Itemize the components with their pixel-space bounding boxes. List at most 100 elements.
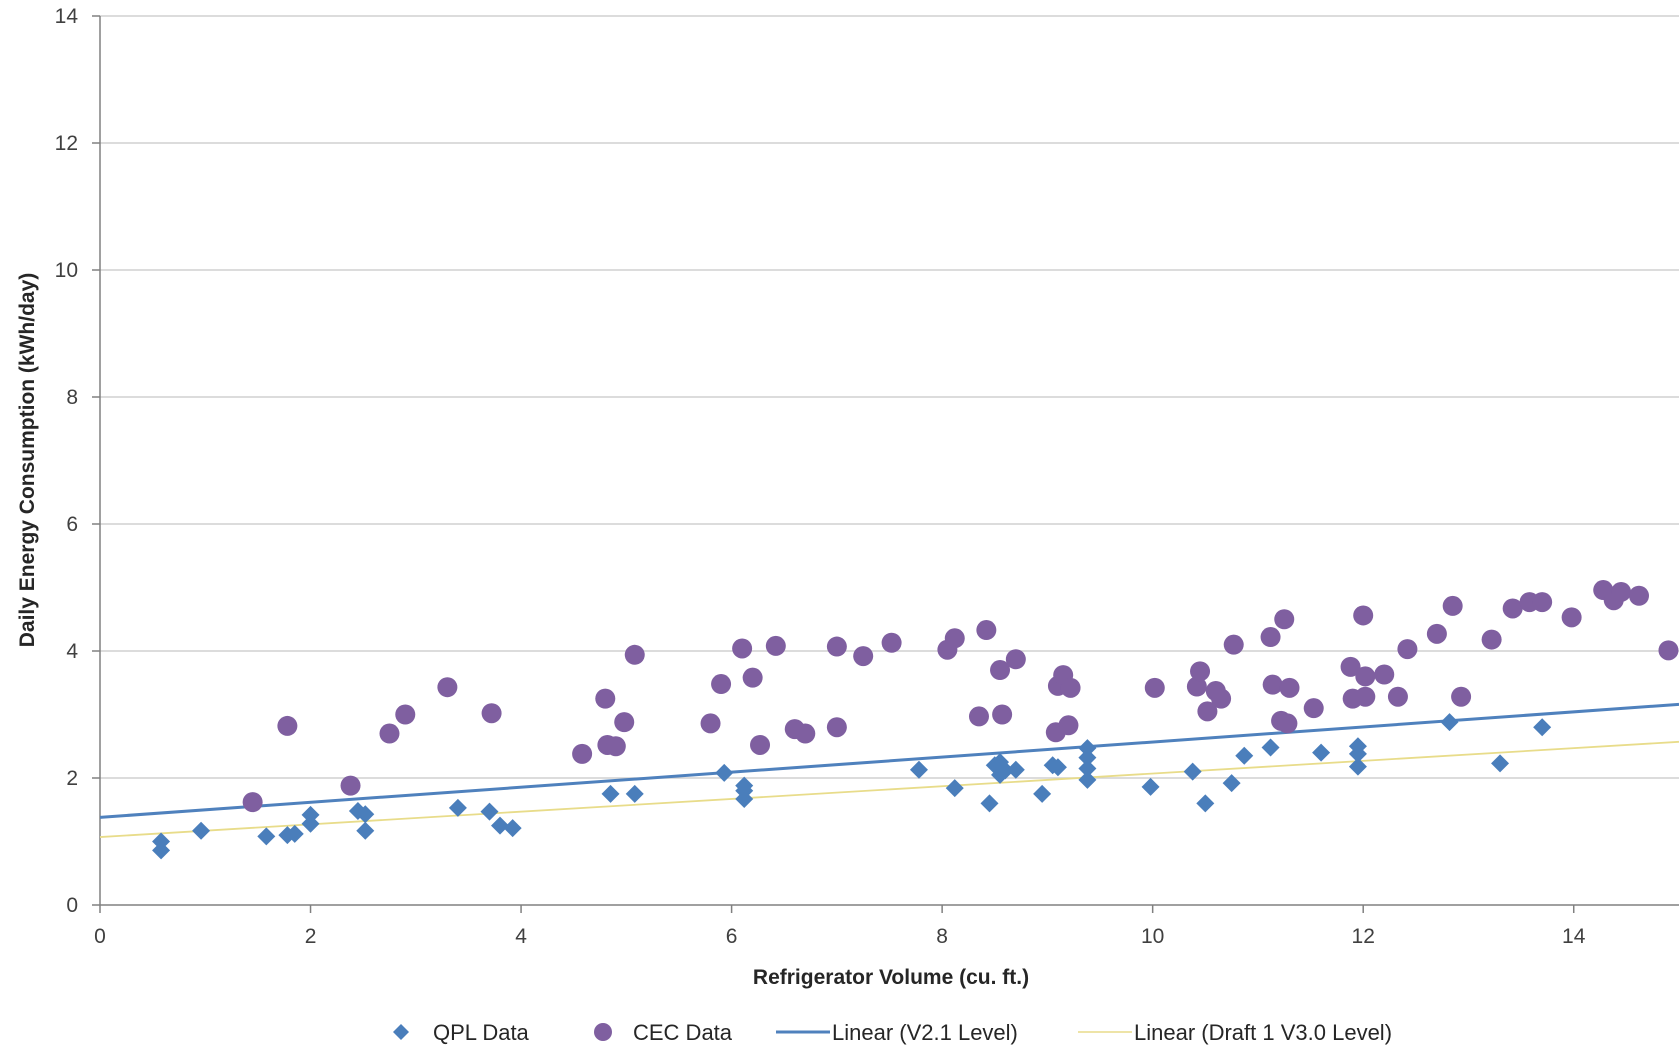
- legend: QPL Data CEC Data Linear (V2.1 Level) Li…: [393, 1020, 1392, 1045]
- y-tick-label: 2: [66, 767, 78, 790]
- qpl-point: [301, 805, 320, 824]
- x-tick-label: 12: [1352, 925, 1375, 948]
- tick-labels: 0 2 4 6 8 10 12 14 0 2 4 6 8 10 12 14: [55, 5, 1586, 948]
- y-tick-label: 4: [66, 640, 78, 663]
- cec-point: [1442, 595, 1463, 616]
- y-tick-label: 14: [55, 5, 79, 28]
- cec-point: [1186, 676, 1207, 697]
- qpl-point: [1222, 774, 1241, 793]
- trendline-draft-v30: [99, 740, 1679, 838]
- legend-cec-label: CEC Data: [633, 1020, 733, 1045]
- axes: [92, 15, 1679, 913]
- cec-point: [605, 736, 626, 757]
- x-tick-label: 10: [1141, 925, 1164, 948]
- cec-point: [1303, 698, 1324, 719]
- legend-qpl-marker-icon: [393, 1024, 409, 1040]
- qpl-point: [356, 821, 375, 840]
- cec-point: [1658, 640, 1679, 661]
- y-tick-label: 12: [55, 132, 78, 155]
- qpl-point: [909, 760, 928, 779]
- cec-point: [1197, 701, 1218, 722]
- cec-point: [624, 644, 645, 665]
- cec-point: [944, 628, 965, 649]
- cec-point: [826, 636, 847, 657]
- cec-point: [711, 674, 732, 695]
- cec-point: [595, 688, 616, 709]
- cec-point: [1561, 607, 1582, 628]
- qpl-point: [1078, 748, 1097, 767]
- cec-point: [614, 712, 635, 733]
- qpl-point: [1312, 743, 1331, 762]
- cec-point: [1451, 686, 1472, 707]
- cec-point: [277, 715, 298, 736]
- legend-draft-label: Linear (Draft 1 V3.0 Level): [1134, 1020, 1392, 1045]
- cec-point: [395, 704, 416, 725]
- qpl-point: [1261, 738, 1280, 757]
- cec-point: [853, 646, 874, 667]
- y-axis-title: Daily Energy Consumption (kWh/day): [16, 273, 39, 648]
- cec-point: [1397, 639, 1418, 660]
- qpl-point: [1006, 760, 1025, 779]
- cec-point: [1374, 664, 1395, 685]
- x-tick-label: 2: [305, 925, 317, 948]
- qpl-point: [448, 798, 467, 817]
- cec-point: [1277, 713, 1298, 734]
- cec-point: [765, 635, 786, 656]
- legend-item-v21: Linear (V2.1 Level): [776, 1020, 1018, 1045]
- legend-item-cec: CEC Data: [594, 1020, 733, 1045]
- trendlines: [99, 702, 1679, 838]
- qpl-point: [735, 789, 754, 808]
- qpl-point: [503, 819, 522, 838]
- cec-point: [1426, 623, 1447, 644]
- x-tick-label: 6: [726, 925, 738, 948]
- cec-point: [1279, 677, 1300, 698]
- qpl-point: [1196, 794, 1215, 813]
- cec-data-points: [242, 580, 1679, 813]
- cec-point: [1058, 715, 1079, 736]
- qpl-point: [601, 784, 620, 803]
- qpl-point: [285, 824, 304, 843]
- cec-point: [242, 792, 263, 813]
- qpl-point: [491, 816, 510, 835]
- cec-point: [1532, 592, 1553, 613]
- cec-point: [992, 704, 1013, 725]
- cec-point: [379, 723, 400, 744]
- x-tick-label: 14: [1562, 925, 1586, 948]
- cec-point: [1005, 649, 1026, 670]
- qpl-point: [257, 827, 276, 846]
- legend-v21-label: Linear (V2.1 Level): [832, 1020, 1018, 1045]
- qpl-point: [1033, 784, 1052, 803]
- cec-point: [1355, 686, 1376, 707]
- qpl-point: [1348, 757, 1367, 776]
- x-tick-label: 0: [94, 925, 106, 948]
- cec-point: [1060, 677, 1081, 698]
- cec-point: [1190, 661, 1211, 682]
- cec-point: [976, 620, 997, 641]
- y-tick-label: 8: [66, 386, 78, 409]
- qpl-point: [1141, 777, 1160, 796]
- cec-point: [1353, 605, 1374, 626]
- cec-point: [881, 632, 902, 653]
- legend-cec-marker-icon: [594, 1023, 612, 1041]
- cec-point: [1481, 629, 1502, 650]
- cec-point: [742, 667, 763, 688]
- qpl-point: [980, 794, 999, 813]
- qpl-point: [1078, 739, 1097, 758]
- qpl-point: [192, 821, 211, 840]
- cec-point: [795, 723, 816, 744]
- cec-point: [1355, 666, 1376, 687]
- gridlines: [100, 15, 1679, 779]
- cec-point: [1144, 677, 1165, 698]
- qpl-point: [625, 784, 644, 803]
- cec-point: [700, 713, 721, 734]
- y-tick-label: 6: [66, 513, 78, 536]
- trendline-v21: [99, 702, 1679, 819]
- cec-point: [1611, 581, 1632, 602]
- qpl-point: [1183, 762, 1202, 781]
- cec-point: [1262, 674, 1283, 695]
- cec-point: [340, 775, 361, 796]
- legend-item-draft: Linear (Draft 1 V3.0 Level): [1078, 1020, 1392, 1045]
- x-axis-title: Refrigerator Volume (cu. ft.): [753, 966, 1029, 989]
- qpl-point: [1078, 770, 1097, 789]
